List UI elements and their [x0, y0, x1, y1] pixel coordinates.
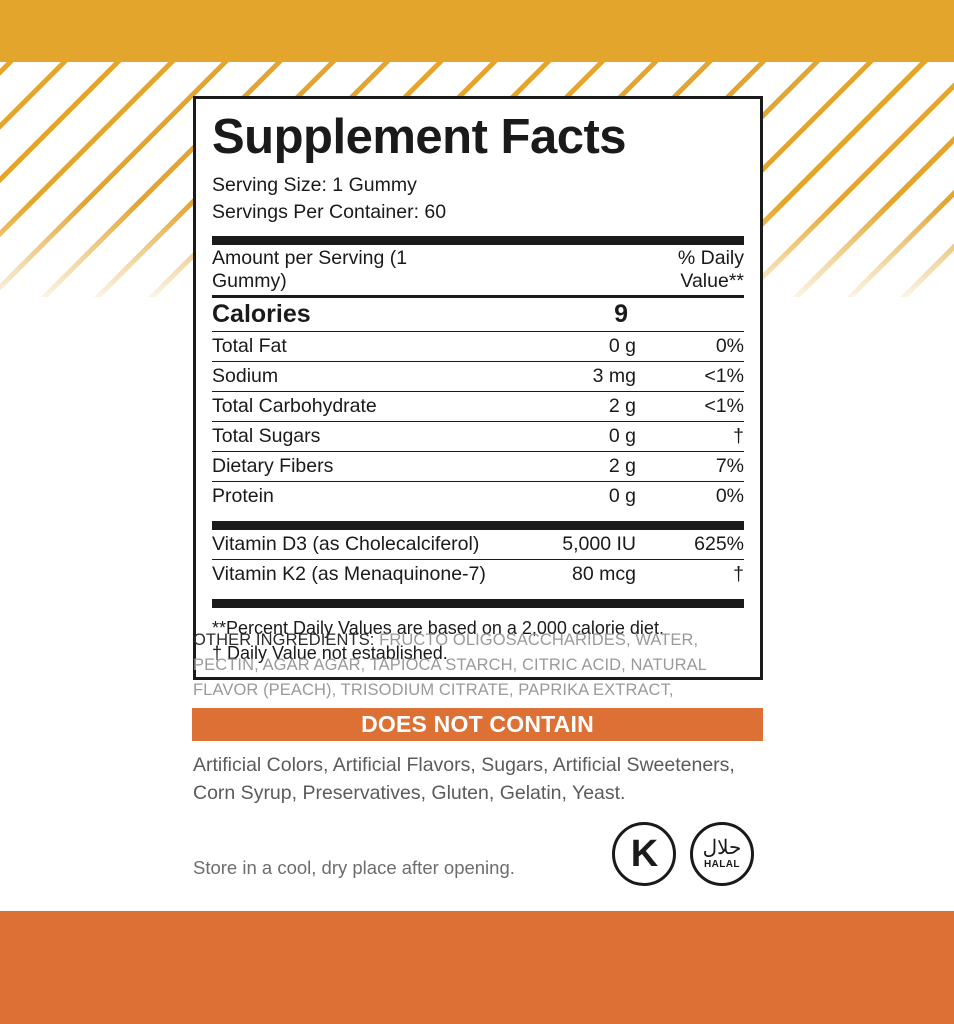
kosher-k-icon: K	[630, 833, 658, 875]
amount-header-spacer	[486, 245, 658, 295]
nutrition-values-table: Calories 9 Total Fat 0 g 0% Sodium 3 mg …	[212, 298, 744, 511]
halal-badge: حلال HALAL	[690, 822, 754, 886]
bottom-orange-bar	[0, 911, 954, 1024]
servings-per-container-text: Servings Per Container: 60	[212, 200, 447, 223]
nutrient-name: Total Carbohydrate	[212, 390, 478, 422]
footnotes-block: **Percent Daily Values are based on a 2,…	[212, 616, 744, 666]
top-gold-bar	[0, 0, 954, 62]
table-row: Protein 0 g 0%	[212, 480, 744, 511]
vitamins-table: Vitamin D3 (as Cholecalciferol) 5,000 IU…	[212, 530, 744, 589]
nutrition-table: Amount per Serving (1 Gummy) % Daily Val…	[212, 245, 744, 295]
kosher-k-badge: K	[612, 822, 676, 886]
nutrient-name: Dietary Fibers	[212, 450, 478, 482]
divider-thick-top	[212, 235, 744, 245]
calories-dv	[658, 298, 744, 332]
amount-per-serving-header: Amount per Serving (1 Gummy)	[212, 246, 408, 292]
nutrient-daily-value: †	[658, 420, 744, 452]
other-ingredients-label: OTHER INGREDIENTS:	[193, 631, 375, 649]
nutrient-name: Sodium	[212, 360, 478, 392]
table-row: Total Carbohydrate 2 g <1%	[212, 390, 744, 422]
divider-medium-under-header	[212, 294, 744, 298]
nutrient-amount: 2 g	[478, 450, 658, 482]
nutrient-amount: 2 g	[478, 390, 658, 422]
nutrient-amount: 0 g	[478, 480, 658, 511]
table-row: Dietary Fibers 2 g 7%	[212, 450, 744, 482]
supplement-facts-panel: Supplement Facts Serving Size: 1 Gummy S…	[193, 96, 763, 681]
does-not-contain-banner: DOES NOT CONTAIN	[192, 708, 763, 741]
panel-title: Supplement Facts	[212, 110, 627, 164]
nutrition-table-body: Amount per Serving (1 Gummy) % Daily Val…	[212, 245, 744, 295]
nutrient-name: Total Fat	[212, 330, 478, 362]
vitamin-name: Vitamin K2 (as Menaquinone-7)	[212, 558, 486, 589]
footnote-percent-daily-value: **Percent Daily Values are based on a 2,…	[212, 617, 664, 638]
calories-label: Calories	[212, 299, 311, 328]
nutrient-amount: 3 mg	[478, 360, 658, 392]
vitamin-daily-value: †	[658, 558, 744, 589]
nutrient-daily-value: <1%	[658, 360, 744, 392]
table-header-row: Amount per Serving (1 Gummy) % Daily Val…	[212, 245, 744, 295]
certification-badges: K حلال HALAL	[612, 822, 754, 886]
nutrient-name: Protein	[212, 480, 478, 511]
vitamin-name: Vitamin D3 (as Cholecalciferol)	[212, 532, 480, 555]
divider-thick-footnotes	[212, 598, 744, 608]
table-row: Vitamin D3 (as Cholecalciferol) 5,000 IU…	[212, 530, 744, 560]
divider-thick-vitamins	[212, 520, 744, 530]
table-row: Total Sugars 0 g †	[212, 420, 744, 452]
nutrient-daily-value: 7%	[658, 450, 744, 482]
nutrient-daily-value: 0%	[658, 480, 744, 511]
nutrient-daily-value: <1%	[658, 390, 744, 422]
vitamin-daily-value: 625%	[694, 532, 744, 555]
nutrient-amount: 0 g	[478, 420, 658, 452]
halal-arabic-icon: حلال	[702, 837, 742, 859]
daily-value-header: % Daily Value**	[677, 246, 744, 292]
nutrition-values-body: Calories 9 Total Fat 0 g 0% Sodium 3 mg …	[212, 298, 744, 511]
halal-label: HALAL	[704, 859, 740, 870]
vitamin-amount: 5,000 IU	[562, 532, 636, 555]
nutrient-daily-value: 0%	[658, 330, 744, 362]
footnote-dagger: † Daily Value not established.	[212, 642, 448, 663]
vitamin-amount: 80 mcg	[486, 558, 658, 589]
storage-note: Store in a cool, dry place after opening…	[193, 857, 515, 878]
calories-row: Calories 9	[212, 298, 744, 332]
does-not-contain-list: Artificial Colors, Artificial Flavors, S…	[193, 754, 735, 805]
table-row: Vitamin K2 (as Menaquinone-7) 80 mcg †	[212, 558, 744, 589]
table-row: Total Fat 0 g 0%	[212, 330, 744, 362]
table-row: Sodium 3 mg <1%	[212, 360, 744, 392]
does-not-contain-heading: DOES NOT CONTAIN	[361, 711, 594, 737]
serving-size-text: Serving Size: 1 Gummy	[212, 173, 417, 196]
nutrient-amount: 0 g	[478, 330, 658, 362]
calories-value: 9	[614, 299, 628, 328]
nutrient-name: Total Sugars	[212, 420, 478, 452]
vitamins-table-body: Vitamin D3 (as Cholecalciferol) 5,000 IU…	[212, 530, 744, 589]
